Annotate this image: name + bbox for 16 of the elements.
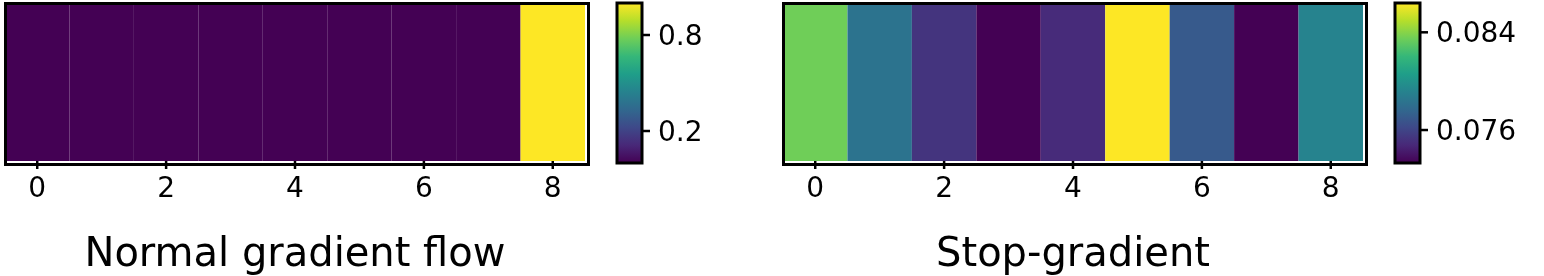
x-tick-label: 4 bbox=[286, 170, 304, 204]
x-tick-label: 0 bbox=[806, 170, 825, 204]
x-axis-title: Stop-gradient bbox=[936, 229, 1210, 275]
x-tick-label: 2 bbox=[157, 170, 176, 204]
color-bar-label: 0.084 bbox=[1436, 15, 1517, 49]
x-tick-label: 4 bbox=[1064, 170, 1082, 204]
x-tick-label: 6 bbox=[1192, 170, 1211, 204]
x-tick-label: 0 bbox=[28, 170, 47, 204]
x-tick-label: 8 bbox=[1321, 170, 1340, 204]
color-bar-label: 0.2 bbox=[658, 114, 703, 148]
x-axis-title: Normal gradient flow bbox=[84, 229, 506, 275]
color-bar-label: 0.076 bbox=[1436, 113, 1517, 147]
x-tick-label: 8 bbox=[543, 170, 562, 204]
x-tick-label: 6 bbox=[414, 170, 433, 204]
x-tick-label: 2 bbox=[935, 170, 954, 204]
color-bar-label: 0.8 bbox=[658, 18, 703, 52]
